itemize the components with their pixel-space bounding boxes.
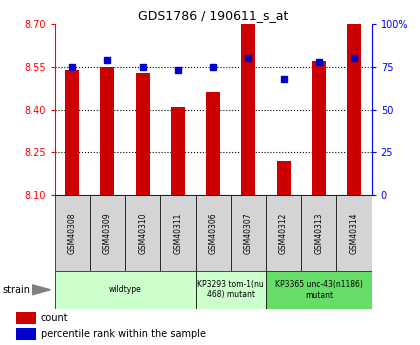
Bar <box>100 67 115 195</box>
Polygon shape <box>32 285 50 295</box>
Bar <box>266 271 372 309</box>
Bar <box>206 92 220 195</box>
Bar <box>55 271 196 309</box>
Text: KP3365 unc-43(n1186)
mutant: KP3365 unc-43(n1186) mutant <box>275 280 363 299</box>
Bar <box>65 70 79 195</box>
Text: GSM40311: GSM40311 <box>173 212 182 254</box>
Text: GSM40307: GSM40307 <box>244 212 253 254</box>
Text: wildtype: wildtype <box>109 285 142 294</box>
Text: GSM40309: GSM40309 <box>103 212 112 254</box>
Bar <box>90 195 125 271</box>
Bar <box>196 195 231 271</box>
Bar <box>347 24 361 195</box>
Text: GSM40306: GSM40306 <box>209 212 218 254</box>
Text: GSM40313: GSM40313 <box>314 212 323 254</box>
Text: strain: strain <box>2 285 30 295</box>
Bar <box>336 195 372 271</box>
Bar <box>301 195 336 271</box>
Text: count: count <box>41 313 68 323</box>
Bar <box>171 107 185 195</box>
Text: GSM40314: GSM40314 <box>349 212 359 254</box>
Bar <box>160 195 196 271</box>
Bar <box>231 195 266 271</box>
Bar <box>312 61 326 195</box>
Bar <box>241 24 255 195</box>
Bar <box>16 328 36 340</box>
Text: percentile rank within the sample: percentile rank within the sample <box>41 329 206 339</box>
Bar <box>276 161 291 195</box>
Title: GDS1786 / 190611_s_at: GDS1786 / 190611_s_at <box>138 9 289 22</box>
Bar <box>266 195 301 271</box>
Bar <box>136 72 150 195</box>
Bar <box>55 195 90 271</box>
Text: GSM40310: GSM40310 <box>138 212 147 254</box>
Text: KP3293 tom-1(nu
468) mutant: KP3293 tom-1(nu 468) mutant <box>197 280 264 299</box>
Bar <box>16 312 36 324</box>
Text: GSM40308: GSM40308 <box>68 212 77 254</box>
Bar <box>196 271 266 309</box>
Text: GSM40312: GSM40312 <box>279 212 288 254</box>
Bar <box>125 195 160 271</box>
